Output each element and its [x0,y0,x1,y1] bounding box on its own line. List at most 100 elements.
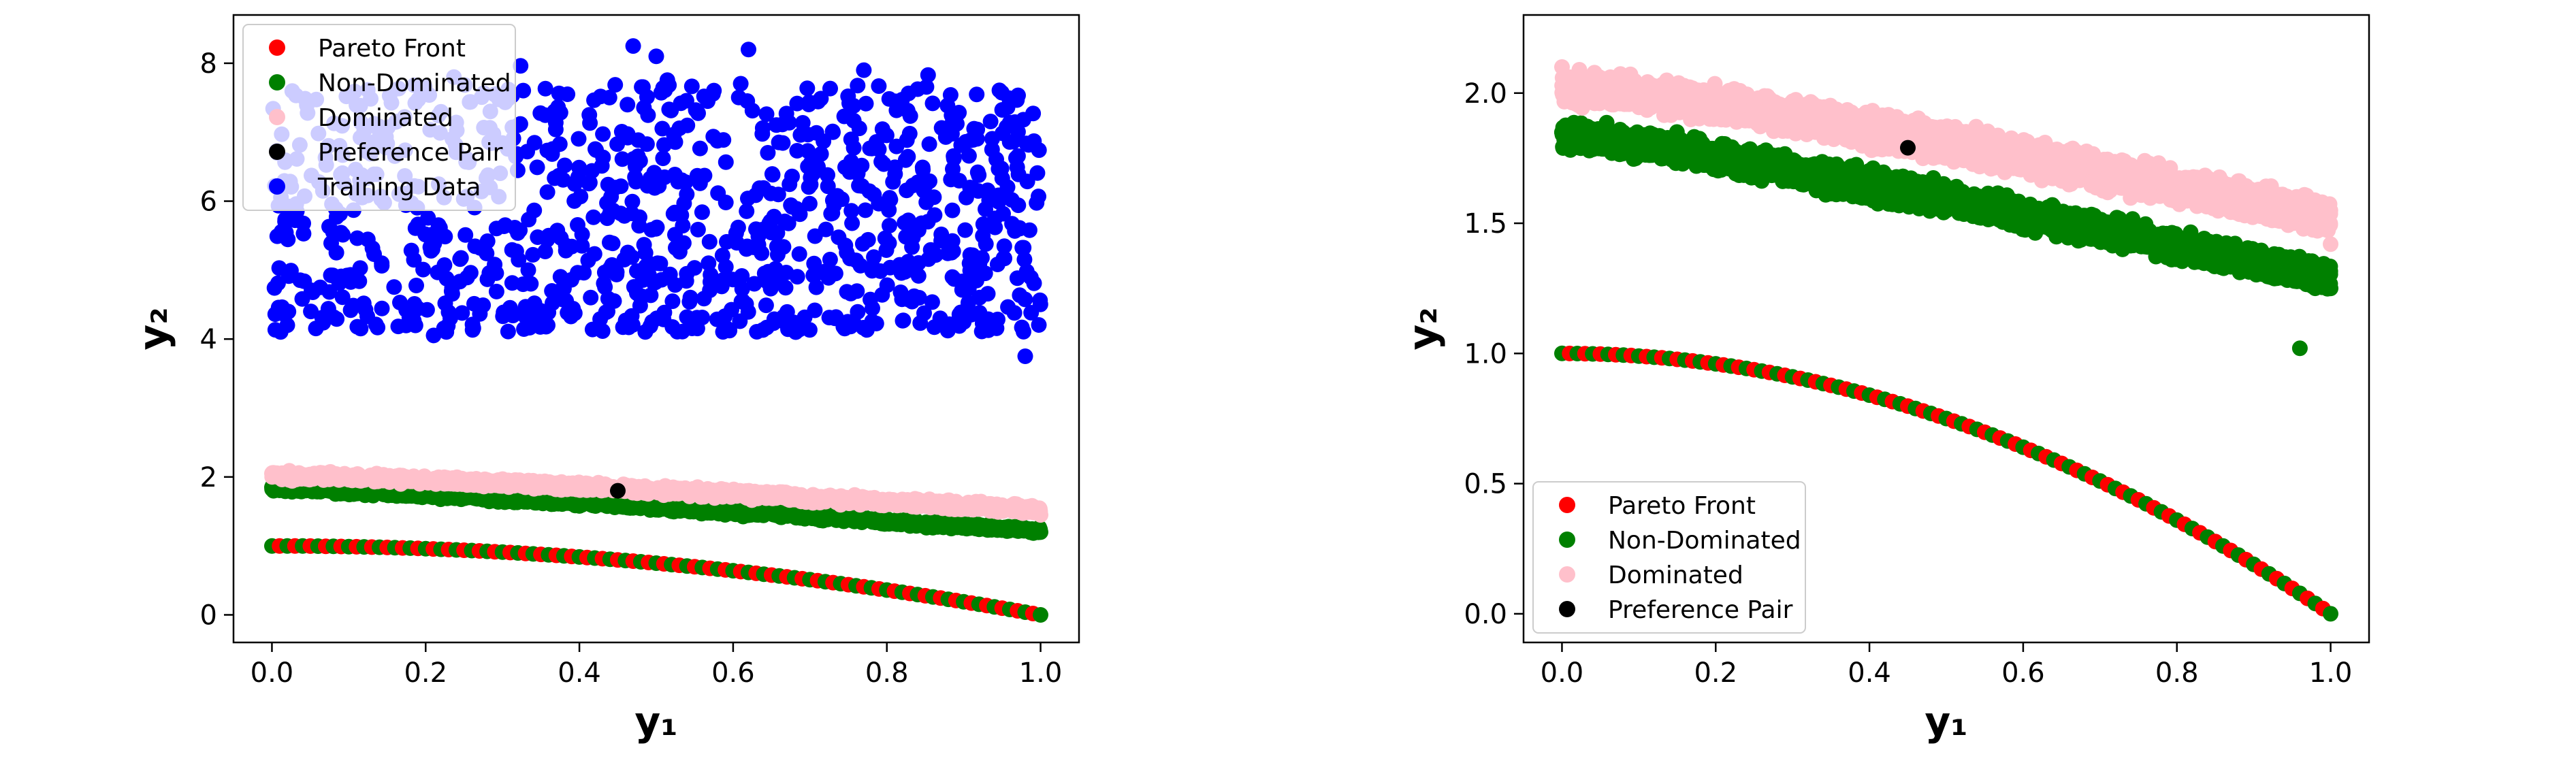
training-data-point [788,324,804,340]
training-data-point [803,176,819,193]
non-dominated-point [991,519,1008,536]
training-data-point [762,213,779,229]
legend-label: Training Data [317,174,481,201]
training-data-point [652,255,669,272]
legend-marker [269,144,285,160]
training-data-point [614,151,630,167]
training-data-point [320,301,336,317]
non-dominated-point [755,507,771,523]
training-data-point [287,207,304,223]
training-data-point [667,277,683,293]
training-data-point [671,244,688,260]
training-data-point [965,247,981,263]
training-data-point [1029,195,1045,211]
training-data-point [386,279,402,295]
training-data-point [807,228,823,244]
training-data-point [547,121,564,137]
non-dominated-point [860,511,877,527]
training-data-point [825,124,841,140]
training-data-point [679,186,695,202]
training-data-point [609,266,625,282]
training-data-point [858,95,874,112]
training-data-point [850,78,866,94]
training-data-point [927,207,943,223]
training-data-point [899,182,915,199]
dominated-point [711,483,728,500]
training-data-point [792,127,809,143]
training-data-point [800,143,816,159]
x-tick-label: 0.6 [711,657,755,689]
training-data-point [822,251,838,267]
training-data-point [595,126,611,142]
training-data-point [639,178,656,194]
training-data-point [942,87,959,103]
training-data-point [596,275,612,291]
training-data-point [1018,263,1035,280]
training-data-point [465,320,481,336]
training-data-point [999,99,1016,116]
training-data-point [808,279,824,295]
training-data-point [846,98,862,114]
training-data-point [1012,220,1027,236]
training-data-point [871,78,887,94]
training-data-point [664,293,681,310]
training-data-point [684,321,701,336]
training-data-point [538,318,554,335]
training-data-point [359,308,375,325]
training-data-point [746,276,762,292]
training-data-point [918,176,934,193]
training-data-point [1010,197,1027,214]
training-data-point [1032,296,1048,312]
training-data-point [897,214,913,231]
y-axis-label: y₂ [130,307,176,350]
training-data-point [975,216,991,232]
legend-marker [269,39,285,56]
training-data-point [529,159,545,176]
training-data-point [616,208,632,224]
training-data-point [292,272,308,289]
training-data-point [806,255,822,272]
training-data-point [667,227,683,243]
training-data-point [899,103,916,118]
dominated-point [755,487,771,503]
training-data-point [988,151,1004,167]
training-data-point [740,304,756,320]
chart-2: 0.0 0.2 0.4 0.6 0.8 1.00.00.51.01.52.0y₁y₂Par… [1400,14,2370,745]
training-data-point [843,131,859,148]
training-data-point [564,238,580,255]
training-data-point [820,178,836,195]
training-data-point [706,82,722,99]
training-data-point [436,257,453,273]
training-data-point [881,91,897,107]
non-dominated-point [630,497,647,512]
training-data-point [390,318,406,335]
training-data-point [686,260,703,276]
training-data-point [654,272,670,288]
training-data-point [374,300,390,316]
training-data-point [799,80,816,97]
non-dominated-point [1033,524,1048,540]
training-data-point [525,246,541,263]
training-data-point [523,276,539,292]
x-tick-label: 0.0 [251,657,294,689]
legend-label: Pareto Front [318,35,466,63]
non-dominated-point [432,491,449,508]
training-data-point [374,255,390,272]
preference-pair-point [610,483,626,499]
training-data-point [980,286,996,302]
dominated-point [802,491,818,507]
training-data-point [822,80,838,97]
training-data-point [632,209,647,225]
training-data-point [946,148,962,164]
training-data-point [634,289,650,304]
training-data-point [794,115,811,131]
training-data-point [678,93,694,109]
training-data-point [861,183,878,199]
training-data-point [851,120,867,137]
training-data-point [945,161,961,177]
training-data-point [764,166,780,182]
training-data-point [539,184,556,200]
training-data-point [627,158,643,174]
training-data-point [901,291,917,308]
